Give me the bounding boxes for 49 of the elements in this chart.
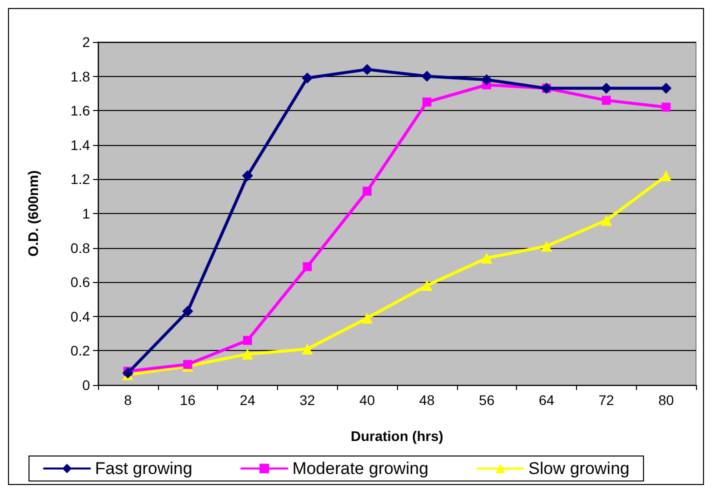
x-tick-label: 72 [598, 392, 614, 408]
legend-label: Fast growing [95, 459, 192, 478]
point [422, 98, 432, 107]
point [662, 102, 671, 112]
point [481, 252, 492, 264]
point [362, 312, 373, 324]
y-tick-label: 2 [82, 34, 90, 50]
point [182, 306, 194, 317]
point [302, 343, 313, 354]
point [541, 240, 552, 252]
x-tick-label: 40 [359, 392, 376, 408]
point [362, 186, 372, 196]
point [362, 64, 373, 75]
point [481, 74, 492, 86]
y-tick-label: 0.4 [70, 308, 90, 324]
legend-label: Moderate growing [292, 459, 428, 478]
point [302, 72, 313, 84]
point [302, 262, 312, 272]
y-tick-label: 0.6 [70, 274, 90, 290]
legend-label: Slow growing [528, 459, 630, 478]
x-tick-label: 48 [419, 392, 435, 408]
x-tick-label: 24 [240, 392, 256, 408]
point [660, 170, 672, 182]
x-tick-label: 16 [180, 392, 196, 408]
point [242, 170, 253, 182]
x-tick-label: 64 [538, 392, 554, 408]
point [243, 336, 252, 345]
y-tick-label: 1 [82, 206, 90, 222]
y-axis-title: O.D. (600nm) [25, 170, 41, 257]
y-tick-label: 1.8 [70, 68, 90, 84]
point [600, 82, 612, 94]
x-axis-title: Duration (hrs) [350, 428, 444, 444]
x-tick-label: 56 [478, 392, 495, 408]
y-tick-label: 1.6 [70, 102, 90, 119]
point [660, 82, 672, 94]
y-tick-label: 0 [82, 377, 90, 393]
x-tick-label: 32 [300, 392, 316, 408]
point [183, 360, 192, 369]
y-tick-label: 1.2 [70, 171, 90, 188]
point [242, 348, 253, 360]
y-tick-label: 0.8 [70, 240, 90, 256]
point [600, 214, 612, 226]
x-tick-label: 8 [124, 392, 132, 408]
y-tick-label: 0.2 [70, 342, 90, 359]
point [421, 70, 432, 82]
point [421, 280, 432, 292]
y-tick-label: 1.4 [70, 136, 90, 153]
point [602, 96, 611, 105]
x-tick-label: 80 [658, 392, 674, 408]
